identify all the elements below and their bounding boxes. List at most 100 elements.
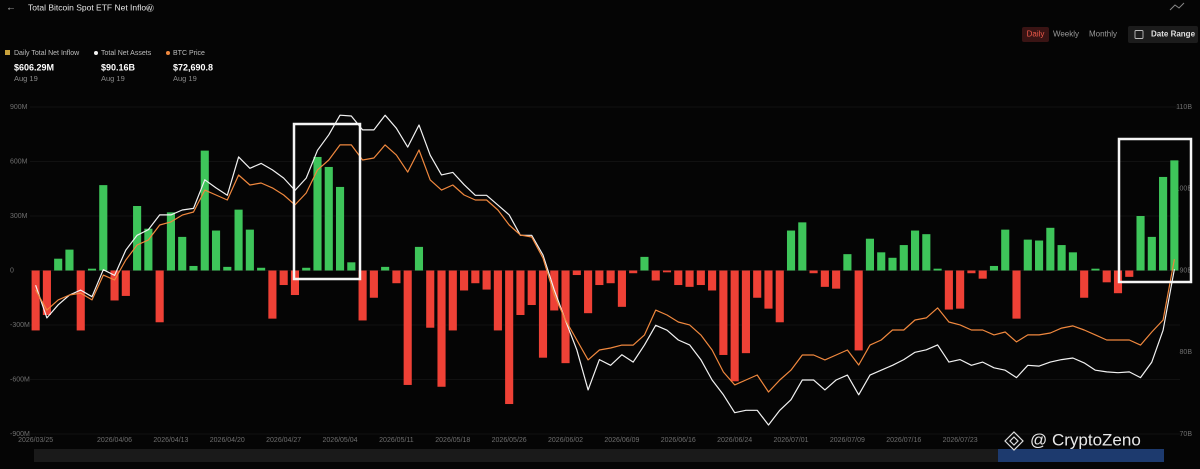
bar [1125, 270, 1134, 277]
x-tick-label: 2026/06/24 [717, 437, 752, 444]
y-tick-label: 900M [10, 104, 28, 111]
bar [888, 257, 897, 271]
tab[interactable]: Weekly [1053, 30, 1079, 39]
x-tick-label: 2026/05/04 [323, 437, 358, 444]
bar [234, 209, 243, 271]
bar [257, 267, 266, 271]
legend-label: Daily Total Net Inflow [14, 50, 80, 57]
bar [753, 270, 762, 298]
tab[interactable]: Daily [1027, 30, 1045, 39]
bar [1147, 236, 1156, 271]
line [35, 144, 1175, 393]
watermark-logo [1004, 431, 1024, 451]
bar [1012, 270, 1021, 319]
bar [178, 236, 187, 271]
readout-date: Aug 19 [101, 74, 125, 83]
bar [561, 270, 570, 364]
bar [798, 222, 807, 271]
legend-swatch [166, 51, 170, 55]
highlight-box [1117, 137, 1193, 284]
bar [786, 230, 796, 271]
bar [358, 270, 367, 321]
x-tick-label: 2026/06/09 [604, 437, 639, 444]
bar [65, 249, 74, 271]
y-tick-label: 80B [1180, 349, 1193, 356]
bar [606, 270, 615, 284]
range-slider[interactable] [34, 449, 1164, 462]
bar [1159, 176, 1168, 271]
bar [189, 265, 198, 271]
bar [268, 270, 277, 319]
bar [820, 270, 829, 287]
bar [922, 234, 931, 271]
bar [471, 270, 480, 284]
bar [584, 270, 593, 314]
y-tick-label: 300M [10, 213, 28, 220]
date-range-button[interactable] [1128, 26, 1198, 43]
bar [1080, 270, 1089, 298]
legend-swatch [94, 51, 98, 55]
bar [865, 238, 875, 271]
x-tick-label: 2026/07/09 [830, 437, 865, 444]
bar [200, 150, 209, 271]
bar [629, 270, 638, 274]
bar [290, 270, 300, 296]
bar [133, 206, 142, 271]
back-button[interactable]: ← [6, 3, 16, 14]
bar [516, 270, 525, 316]
readout-value: $606.29M [14, 62, 54, 72]
bar [54, 258, 63, 271]
readout-value: $72,690.8 [173, 62, 213, 72]
bar [933, 268, 942, 271]
bar [302, 267, 311, 271]
y-tick-label: 0 [10, 267, 14, 274]
bar [843, 254, 852, 271]
y-tick-label: 90B [1180, 267, 1193, 274]
share-icon[interactable] [1169, 2, 1185, 11]
x-tick-label: 2026/06/16 [661, 437, 696, 444]
bar [1170, 160, 1179, 271]
bar [640, 256, 649, 271]
bar [482, 270, 491, 290]
bar [414, 246, 424, 271]
y-tick-label: 70B [1180, 431, 1193, 438]
y-tick-label: -600M [10, 376, 30, 383]
bar [877, 252, 886, 271]
date-range-label[interactable]: Date Range [1151, 30, 1196, 39]
readout-date: Aug 19 [173, 74, 197, 83]
bar [662, 270, 672, 273]
bar [426, 270, 435, 328]
range-slider-handle[interactable] [998, 449, 1164, 462]
bar [719, 270, 728, 355]
bar [1046, 227, 1055, 271]
readout-value: $90.16B [101, 62, 136, 72]
bar [76, 270, 85, 331]
bar [854, 270, 863, 351]
bar [144, 228, 153, 271]
highlight-box [292, 122, 362, 281]
bar [369, 270, 378, 298]
bar [324, 166, 333, 271]
bar [1136, 216, 1145, 271]
bar [899, 245, 908, 271]
x-tick-label: 2026/07/23 [943, 437, 978, 444]
tab-active-bg [1022, 27, 1049, 42]
x-tick-label: 2026/04/06 [97, 437, 132, 444]
plot-area: 900M 600M 300M 0 -300M -600M -900M 110B 100B 90B 8… [10, 104, 1192, 444]
x-tick-label: 2026/07/16 [886, 437, 921, 444]
bar [741, 270, 750, 354]
bar [651, 270, 660, 281]
bar [696, 270, 705, 286]
bar [832, 270, 841, 289]
bar [978, 270, 987, 279]
x-tick-label: 2026/05/26 [492, 437, 527, 444]
x-tick-label: 2026/03/25 [18, 437, 53, 444]
y-tick-label: 600M [10, 158, 28, 165]
x-tick-label: 2026/04/27 [266, 437, 301, 444]
info-icon[interactable] [146, 4, 154, 12]
calendar-icon [1134, 30, 1144, 39]
tab[interactable]: Monthly [1089, 30, 1117, 39]
bar [403, 270, 412, 385]
bar [335, 186, 345, 271]
